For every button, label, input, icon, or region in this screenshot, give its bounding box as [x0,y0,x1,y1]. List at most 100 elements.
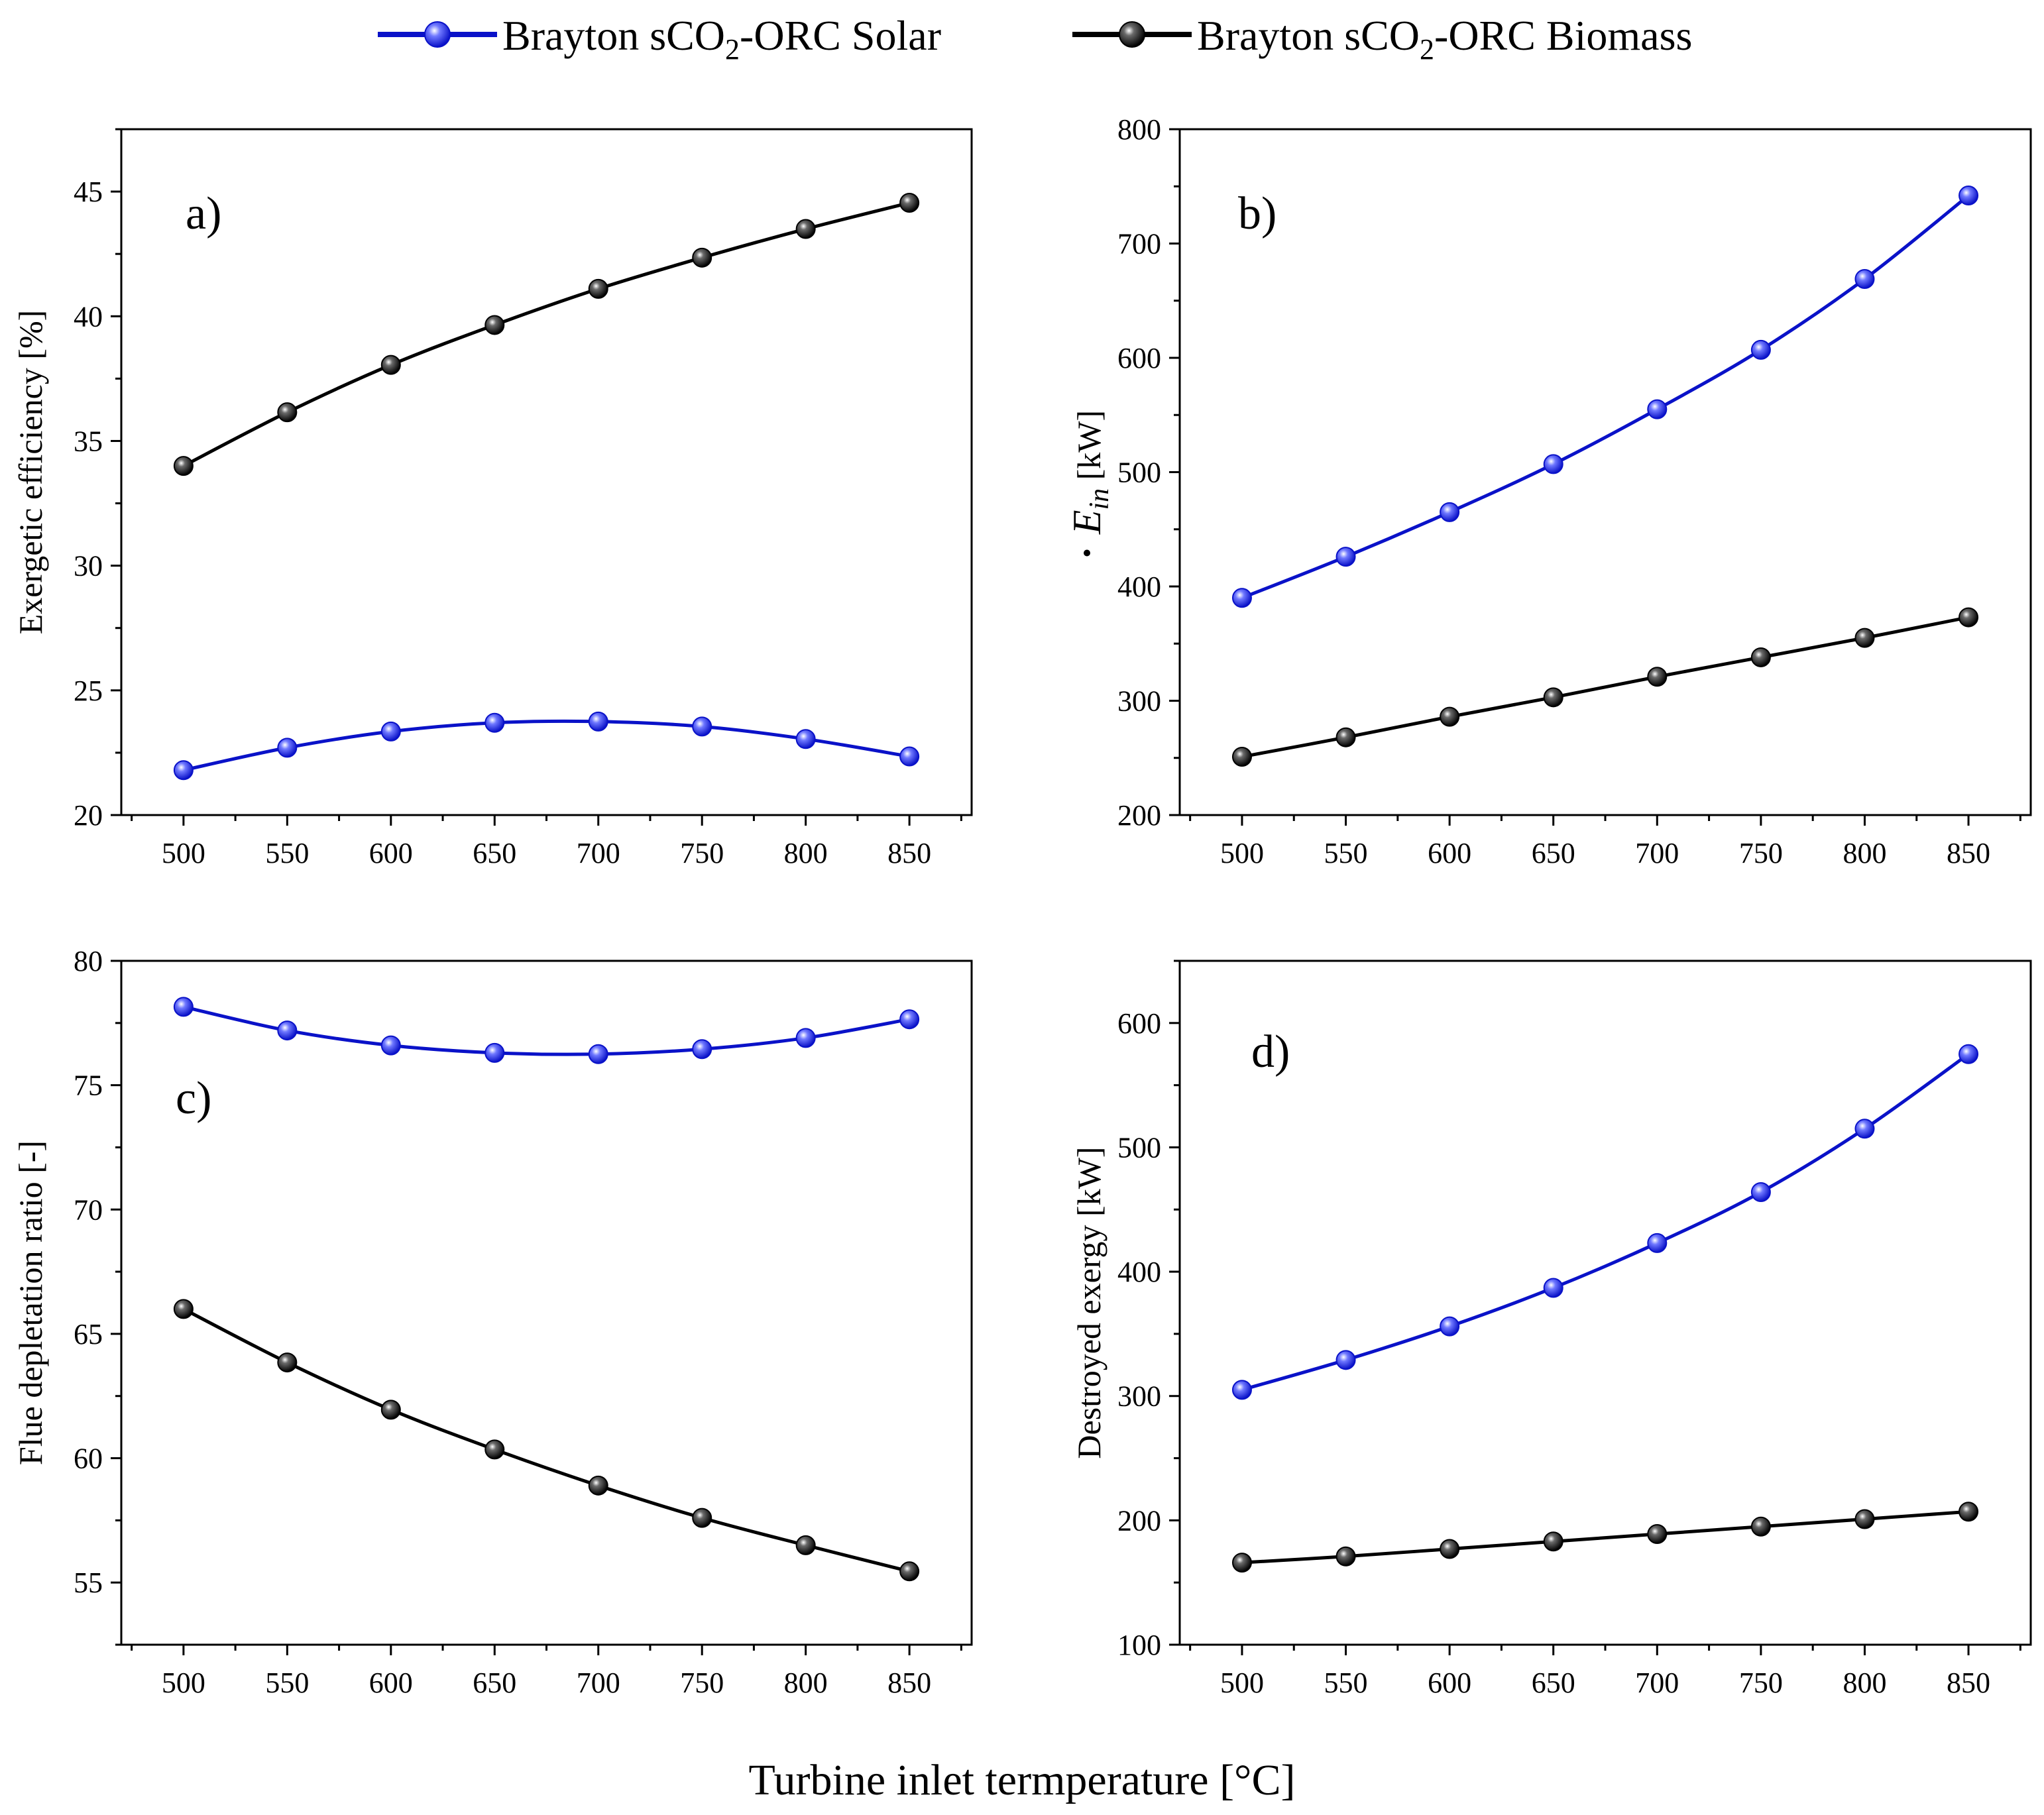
data-point-biomass [1647,667,1668,687]
x-tick-label: 650 [1532,1667,1575,1699]
plot-frame [1178,960,2032,1646]
y-tick-label: 55 [74,1567,103,1599]
data-point-biomass [1335,1546,1356,1567]
chart-panel-c: 500 550 600 650 700 750 800 850 55 60 65 70 75 80 Flue… [12,945,973,1699]
data-point-biomass [380,1400,401,1420]
y-tick-label: 200 [1117,1504,1161,1537]
data-point-biomass [1543,687,1563,708]
data-point-biomass [173,456,194,476]
data-point-biomass [1854,1509,1875,1529]
y-tick-label: 65 [74,1318,103,1350]
chart-panel-d: 500 550 600 650 700 750 800 850 100 200 300 400 500 6… [1070,960,2032,1699]
legend: Brayton sCO2-ORC Solar Brayton sCO2-ORC … [378,12,1692,66]
data-point-biomass [1440,1539,1460,1559]
data-point-biomass [1543,1531,1563,1552]
x-tick-label: 700 [577,837,620,869]
data-point-solar [277,738,298,758]
y-tick-label: 40 [74,300,103,333]
data-point-solar [1854,268,1875,289]
y-tick-label: 700 [1117,228,1161,260]
y-tick-label: 100 [1117,1629,1161,1661]
data-point-biomass [380,355,401,375]
x-tick-label: 500 [1220,837,1264,869]
y-tick-label: 80 [74,945,103,977]
data-point-solar [899,1009,920,1030]
y-tick-label: 75 [74,1070,103,1102]
x-tick-label: 800 [784,837,828,869]
data-point-solar [899,746,920,767]
y-axis-label: Destroyed exergy [kW] [1070,1146,1107,1458]
plot-frame [1178,128,2032,816]
y-axis-label: Ein [kW] [1065,410,1115,535]
data-point-solar [484,1042,505,1063]
data-point-solar [795,729,816,749]
x-tick-label: 750 [1739,1667,1783,1699]
data-point-biomass [692,1508,712,1528]
data-point-biomass [795,219,816,239]
legend-item-biomass: Brayton sCO2-ORC Biomass [1072,12,1692,66]
data-point-solar [1543,1278,1563,1298]
series-line-solar [1241,194,1970,600]
data-point-biomass [1959,607,1979,628]
data-point-biomass [277,402,298,423]
x-axis-label: Turbine inlet termperature [°C] [749,1756,1296,1804]
x-tick-label: 800 [1843,1667,1886,1699]
panel-label: c) [176,1073,211,1124]
data-point-solar [1854,1119,1875,1139]
data-point-biomass [1959,1502,1979,1522]
data-point-biomass [277,1352,298,1373]
data-point-solar [1959,1044,1979,1064]
data-point-biomass [1231,1553,1252,1573]
data-point-solar [1231,1380,1252,1400]
data-point-solar [484,712,505,733]
data-point-solar [795,1028,816,1048]
data-point-solar [1231,588,1252,608]
y-tick-label: 60 [74,1443,103,1475]
data-point-biomass [1647,1524,1668,1545]
data-point-biomass [173,1299,194,1319]
chart-panel-b: 500 550 600 650 700 750 800 850 200 300 400 500 600 7… [1065,113,2032,869]
series-line-solar [1241,1052,1970,1392]
data-point-biomass [1231,747,1252,767]
data-point-biomass [795,1535,816,1555]
y-tick-label: 300 [1117,1380,1161,1413]
panel-label: d) [1251,1026,1290,1077]
legend-biomass-marker [1119,21,1145,48]
plot-frame [120,960,973,1646]
plot-frame [120,128,973,816]
data-point-biomass [1854,628,1875,648]
y-tick-label: 70 [74,1193,103,1226]
dot-accent [1084,549,1090,557]
y-tick-label: 300 [1117,685,1161,718]
data-point-solar [1750,1182,1771,1203]
panel-label: a) [186,188,221,239]
y-tick-label: 600 [1117,342,1161,374]
x-tick-label: 850 [887,1667,931,1699]
x-tick-label: 550 [265,1667,309,1699]
data-point-biomass [692,247,712,268]
x-tick-label: 750 [1739,837,1783,869]
x-tick-label: 600 [369,837,413,869]
x-tick-label: 500 [1220,1667,1264,1699]
data-point-biomass [899,1561,920,1582]
series-line-biomass [1241,616,1969,759]
data-point-biomass [1335,727,1356,747]
data-point-solar [380,1035,401,1056]
y-tick-label: 35 [74,425,103,457]
x-tick-label: 850 [1947,837,1990,869]
x-tick-label: 500 [162,837,205,869]
y-tick-label: 600 [1117,1007,1161,1040]
y-tick-label: 25 [74,675,103,707]
data-point-biomass [588,1475,608,1496]
x-tick-label: 750 [680,1667,724,1699]
y-tick-label: 400 [1117,1256,1161,1288]
data-point-biomass [1750,1516,1771,1537]
x-tick-label: 500 [162,1667,205,1699]
x-tick-label: 750 [680,837,724,869]
data-point-biomass [484,315,505,335]
data-point-solar [1959,186,1979,206]
series-line-biomass [1241,1510,1969,1565]
data-point-solar [692,1039,712,1060]
x-tick-label: 600 [369,1667,413,1699]
